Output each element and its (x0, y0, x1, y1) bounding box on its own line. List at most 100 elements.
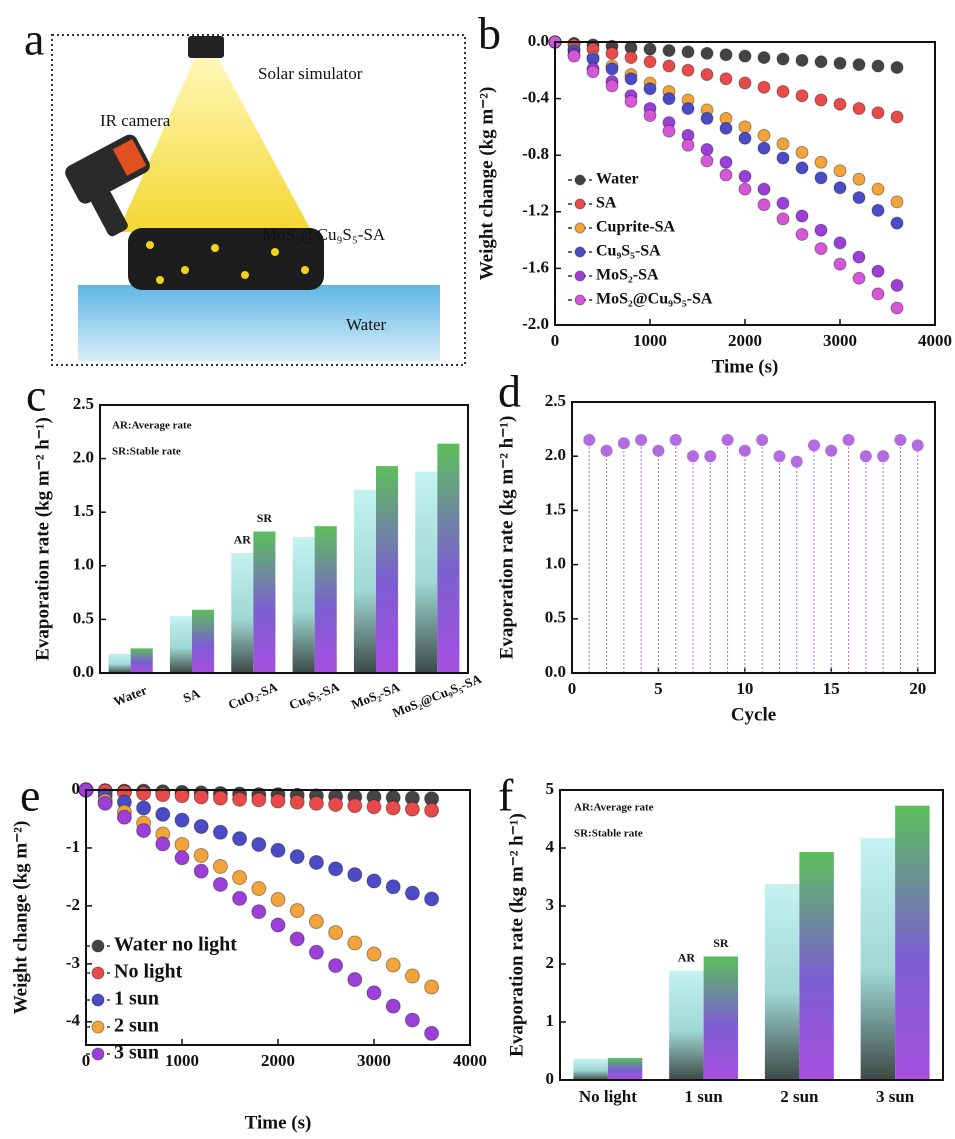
data-point (232, 890, 248, 906)
legend-marker (574, 174, 586, 186)
data-point (852, 58, 866, 72)
data-point (232, 831, 248, 847)
y-tick-label: 0.0 (73, 662, 94, 681)
data-point (890, 216, 904, 230)
x-tick-label: MoS₂@Cu₉S₅-SA (390, 671, 484, 721)
legend-label: Water (596, 171, 639, 188)
data-point (738, 76, 752, 90)
data-point (833, 181, 847, 195)
data-point (328, 861, 344, 877)
data-point (232, 791, 248, 807)
data-point (308, 854, 324, 870)
data-point (212, 859, 228, 874)
data-point (643, 109, 657, 123)
data-point (136, 823, 152, 839)
note: SR:Stable rate (574, 828, 643, 840)
data-point (871, 59, 885, 73)
x-tick-label: Water (111, 682, 149, 709)
data-point (308, 914, 324, 930)
x-tick-label: 10 (736, 679, 753, 698)
data-point (605, 79, 619, 93)
data-point (738, 182, 752, 196)
data-point (859, 450, 872, 463)
bar (799, 852, 834, 1080)
data-point (328, 958, 344, 974)
data-point (795, 209, 809, 223)
data-point (738, 120, 752, 134)
data-point (833, 97, 847, 111)
y-tick-label: -2.0 (522, 314, 549, 333)
bar-annotation: SR (713, 936, 729, 950)
data-point (757, 51, 771, 65)
y-axis-label: Weight change (kg m⁻²) (10, 821, 31, 1015)
x-tick-label: 2000 (728, 331, 762, 350)
data-point (270, 842, 286, 858)
bar (669, 970, 704, 1080)
data-point (212, 790, 228, 806)
data-point (852, 172, 866, 186)
y-tick-label: 1.0 (545, 554, 566, 573)
data-point (600, 444, 613, 457)
data-point (174, 812, 190, 828)
x-tick-label: 3000 (823, 331, 857, 350)
data-point (795, 227, 809, 241)
legend-label: MoS₂@Cu₉S₅-SA (596, 291, 713, 308)
data-point (251, 881, 267, 897)
data-point (700, 154, 714, 168)
data-point (776, 212, 790, 226)
particles (146, 241, 309, 284)
data-point (308, 944, 324, 960)
data-point (308, 795, 324, 811)
bar (376, 466, 399, 673)
x-tick-label: 1000 (633, 331, 667, 350)
data-point (251, 836, 267, 852)
bar (231, 552, 254, 673)
x-tick-label: 1000 (165, 1051, 199, 1070)
data-point (617, 437, 630, 450)
data-point (776, 137, 790, 151)
annotation: Solar simulator (258, 64, 363, 83)
data-point (852, 250, 866, 264)
data-point (251, 792, 267, 808)
data-point (251, 904, 267, 920)
data-point (174, 850, 190, 866)
bar (192, 609, 215, 673)
y-tick-label: 2 (546, 953, 555, 972)
data-point (605, 46, 619, 60)
data-point (795, 145, 809, 159)
bar (607, 1057, 643, 1080)
legend-label: Cu₉S₅-SA (596, 243, 661, 260)
data-point (719, 155, 733, 169)
data-point (116, 809, 132, 825)
data-point (757, 198, 771, 212)
y-tick-label: -2 (66, 895, 80, 914)
data-point (833, 236, 847, 250)
data-point (738, 49, 752, 63)
legend-label: SA (596, 195, 617, 212)
legend-marker (574, 270, 586, 282)
x-axis-label: Cycle (731, 704, 776, 725)
x-tick-label: 20 (909, 679, 926, 698)
data-point (719, 48, 733, 62)
data-point (719, 121, 733, 135)
x-tick-label: No light (579, 1087, 637, 1106)
y-tick-label: -1.6 (522, 257, 549, 276)
data-point (624, 51, 638, 65)
data-point (212, 876, 228, 892)
data-point (776, 52, 790, 66)
y-tick-label: -0.8 (522, 144, 549, 163)
panel-label: b (478, 8, 501, 59)
x-tick-label: 2 sun (780, 1087, 819, 1106)
data-point (643, 42, 657, 56)
data-point (700, 111, 714, 125)
x-tick-label: 4000 (918, 331, 952, 350)
data-point (814, 223, 828, 237)
x-axis-label: Time (s) (245, 1112, 312, 1133)
annotation: MoS₂@Cu₉S₅-SA (262, 225, 386, 244)
bar (292, 536, 315, 673)
y-tick-label: 0.5 (545, 608, 566, 627)
panel-label: a (24, 14, 44, 65)
data-point (911, 439, 924, 452)
note: SR:Stable rate (112, 446, 181, 458)
note: AR:Average rate (574, 802, 654, 814)
